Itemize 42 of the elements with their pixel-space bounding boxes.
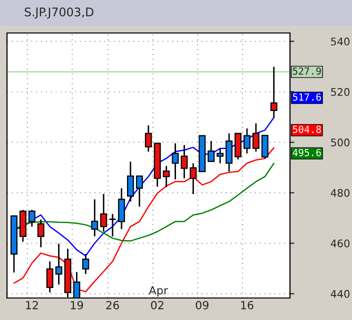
candlestick (244, 128, 250, 154)
text: 517.6 (292, 93, 321, 101)
y-tick-label: 540 (331, 38, 350, 46)
x-tick-label: 12 (26, 300, 38, 310)
candlestick (136, 175, 143, 208)
candlestick (108, 213, 116, 238)
candlestick (37, 218, 44, 248)
y-tick-label: 440 (330, 290, 350, 298)
candlestick (91, 198, 98, 238)
candlestick (261, 134, 268, 160)
candlestick (226, 132, 233, 172)
candlestick (144, 124, 152, 152)
x-tick-label: 16 (241, 300, 254, 310)
text: 495.6 (292, 148, 321, 156)
candlestick (162, 165, 170, 188)
candlestick (127, 161, 134, 202)
candlestick (118, 188, 125, 230)
text: 504.8 (292, 126, 321, 134)
candlestick (180, 144, 188, 180)
y-tick-label: 520 (331, 88, 350, 96)
x-tick-label: 09 (196, 300, 208, 310)
candlestick (252, 122, 260, 152)
candlestick (216, 148, 224, 164)
x-tick-label: 19 (70, 300, 84, 310)
ref-line-label: 527.9 (292, 67, 321, 75)
chart-title: S.JP.J7003,D (24, 7, 94, 19)
y-tick-label: 500 (331, 138, 350, 146)
y-tick-label: 480 (330, 188, 350, 197)
x-tick-label: 26 (106, 300, 119, 310)
candlestick (82, 253, 90, 275)
candlestick (55, 243, 62, 286)
y-tick-label: 460 (330, 239, 350, 248)
candlestick (46, 260, 54, 294)
candlestick (208, 140, 215, 162)
candlestick (190, 162, 197, 195)
candlestick (270, 66, 278, 118)
candlestick (28, 209, 36, 228)
annotation: Apr (148, 286, 168, 297)
candlestick (172, 142, 179, 180)
candlestick (234, 132, 242, 160)
x-tick-label: 02 (151, 300, 164, 310)
candlestick (100, 193, 108, 232)
